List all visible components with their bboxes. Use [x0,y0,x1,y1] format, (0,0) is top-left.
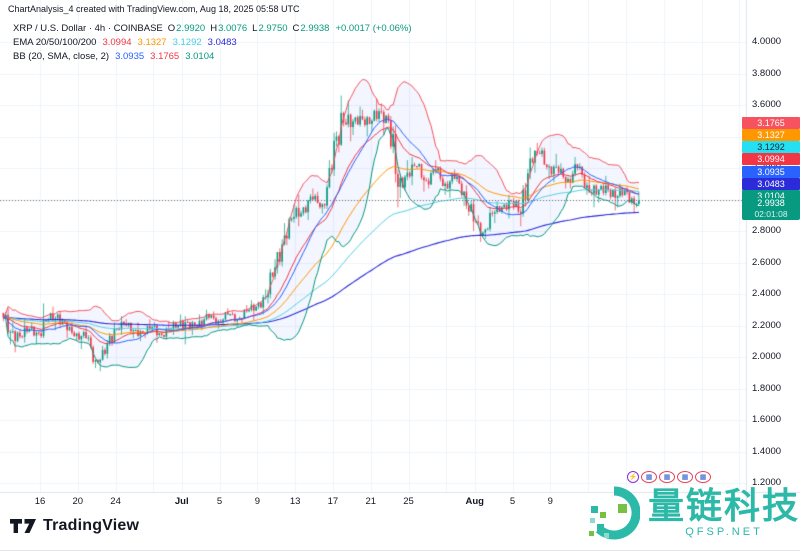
watermark-title: 量链科技 [648,485,800,526]
ema-label: EMA 20/50/100/200 [13,37,97,48]
time-axis-label: 24 [110,496,121,507]
bar-countdown: 02:01:08 [754,209,788,219]
price-axis-label: 2.6000 [752,256,782,268]
chart-legend: XRP / U.S. Dollar · 4h · COINBASE O2.9920… [13,22,412,64]
tradingview-wordmark: TradingView [43,517,140,534]
ema-value: 3.1292 [172,37,202,48]
time-axis-label: 20 [72,496,84,507]
time-axis-label: 9 [254,496,260,507]
price-axis-label: 3.6000 [752,99,782,110]
time-axis-label: 21 [365,496,377,507]
symbol-title: XRP / U.S. Dollar · 4h · COINBASE [13,23,163,34]
page-title: ChartAnalysis_4 created with TradingView… [8,4,300,14]
time-axis-label: Aug [465,496,484,507]
price-axis-label: 2.4000 [752,288,782,299]
ohlc-letter: C [292,23,300,34]
indicator-price-badge: 3.0483 [742,178,800,191]
time-axis-label: 13 [289,496,301,507]
last-price-value: 2.9938 [757,198,785,208]
legend-bb-row[interactable]: BB (20, SMA, close, 2) 3.0935 3.1765 3.0104 [13,50,412,64]
time-axis-label: 25 [403,496,414,507]
time-axis-label: Jul [174,496,189,507]
price-axis[interactable]: 4.00003.80003.60003.40003.20003.00002.80… [742,0,800,492]
time-axis-label: 5 [509,496,516,507]
indicator-price-badge: 3.1765 [742,116,800,129]
change-value: +0.0017 (+0.06%) [335,23,412,34]
watermark-logo-icon [589,486,640,540]
ohlc-values: O2.9920 H3.0076 L2.9750 C2.9938 +0.0017 (+0.… [163,23,412,34]
ema-values: 3.0994 3.1327 3.1292 3.0483 [96,37,236,48]
indicator-price-badge: 3.0935 [742,165,800,178]
legend-ema-row[interactable]: EMA 20/50/100/200 3.0994 3.1327 3.1292 3.048… [13,36,412,50]
seal-stamp-icon: ▦ [641,471,657,483]
ohlc-value: 2.9938 [300,23,330,34]
lightning-stamp-icon: ⚡ [627,471,639,483]
ohlc-letter: O [167,23,176,34]
time-axis-label: 9 [547,496,553,507]
ema-value: 3.1327 [137,37,167,48]
bb-label: BB (20, SMA, close, 2) [13,51,110,62]
seal-stamp-icon: ▦ [695,471,711,483]
price-axis-label: 2.0000 [752,351,782,362]
tradingview-logo[interactable]: TradingView [10,517,139,535]
indicator-price-badge: 3.0994 [742,153,800,166]
bb-value: 3.0935 [115,51,145,62]
ohlc-value: 2.9920 [176,23,206,34]
price-axis-label: 1.8000 [752,382,782,394]
price-axis-label: 1.6000 [752,414,782,425]
seal-stamp-icon: ▦ [677,471,693,483]
last-price-badge: 2.9938 02:01:08 [742,198,800,220]
ema-value: 3.0994 [102,37,132,48]
price-axis-label: 1.4000 [752,445,782,457]
watermark: 量链科技 QFSP.NET [588,486,800,542]
time-axis-label: 17 [327,496,339,507]
watermark-text: 量链科技 QFSP.NET [648,485,800,539]
tradingview-mark-icon [10,518,36,533]
price-axis-label: 3.8000 [752,67,782,79]
price-axis-label: 4.0000 [752,36,782,47]
ohlc-value: 3.0076 [218,23,248,34]
price-axis-label: 2.2000 [752,319,782,331]
indicator-price-badge: 3.1327 [742,128,800,141]
price-axis-label: 1.2000 [752,477,782,488]
ema-value: 3.0483 [207,37,237,48]
legend-symbol-row[interactable]: XRP / U.S. Dollar · 4h · COINBASE O2.9920… [13,22,412,36]
bb-values: 3.0935 3.1765 3.0104 [109,51,214,62]
price-axis-label: 2.8000 [752,225,782,236]
indicator-price-badge: 3.1292 [742,141,800,154]
time-axis-label: 16 [34,496,46,507]
ohlc-value: 2.9750 [258,23,288,34]
seal-stamp-icon: ▦ [659,471,675,483]
bb-value: 3.0104 [185,51,215,62]
time-axis-label: 5 [216,496,223,507]
watermark-subtitle: QFSP.NET [685,526,763,538]
watermark-stamp-badges: ⚡ ▦ ▦ ▦ ▦ [627,471,711,483]
ohlc-letter: L [252,23,258,34]
time-axis[interactable]: 16 20 24 Jul 5 9 13 17 21 25 Aug 5 9 [0,493,800,511]
ohlc-letter: H [210,23,218,34]
bb-value: 3.1765 [150,51,180,62]
